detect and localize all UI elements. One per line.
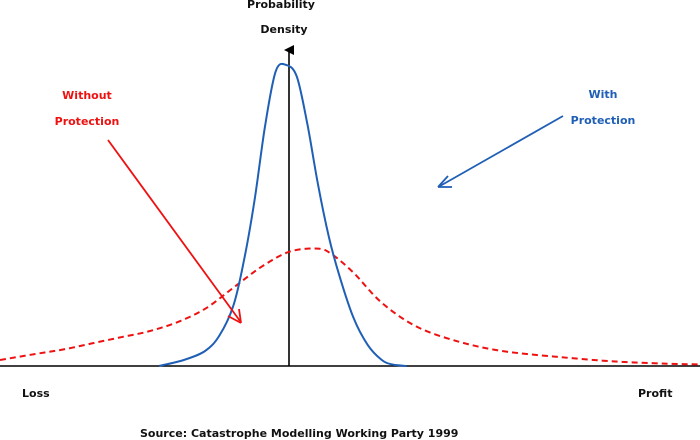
with-label-line1: With xyxy=(589,88,618,101)
ylabel-line1: Probability xyxy=(247,0,315,11)
with-protection-curve xyxy=(158,62,407,367)
source-note: Source: Catastrophe Modelling Working Pa… xyxy=(140,427,458,440)
ylabel-line2: Density xyxy=(260,23,307,36)
without-protection-curve xyxy=(0,247,700,366)
with-label-line2: Protection xyxy=(571,114,636,127)
with-pointer-arrow xyxy=(437,115,564,188)
x-right-label: Profit xyxy=(638,387,672,400)
without-label-line1: Without xyxy=(62,89,112,102)
series-layer xyxy=(0,62,700,367)
x-left-label: Loss xyxy=(22,387,50,400)
without-label-line2: Protection xyxy=(55,115,120,128)
without-pointer-arrow xyxy=(107,139,242,324)
